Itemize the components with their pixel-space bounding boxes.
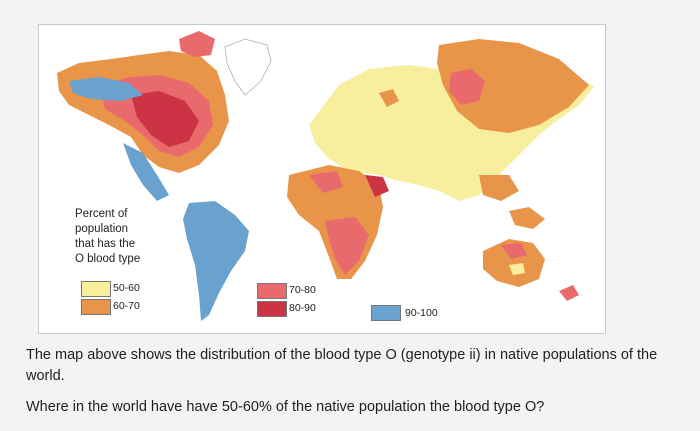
legend-title-line: Percent of (75, 208, 128, 220)
greenland-region (224, 38, 272, 96)
legend-title: Percent of population that has the O blo… (75, 207, 185, 267)
legend-swatch-70-80 (257, 283, 287, 299)
legend-title-line: that has the (75, 238, 136, 250)
north-america-region (57, 31, 229, 201)
world-map-figure: Percent of population that has the O blo… (38, 24, 606, 334)
legend-label-60-70: 60-70 (113, 300, 140, 312)
legend-swatch-50-60 (81, 281, 111, 297)
world-map (57, 31, 594, 321)
eurasia-region (309, 39, 594, 229)
legend-label-90-100: 90-100 (405, 307, 438, 319)
africa-region (287, 165, 389, 279)
australia-region (483, 239, 579, 301)
legend-label-80-90: 80-90 (289, 302, 316, 314)
south-america-region (183, 201, 249, 321)
caption-text: The map above shows the distribution of … (26, 347, 658, 384)
legend-title-line: O blood type (75, 253, 141, 265)
legend-label-70-80: 70-80 (289, 284, 316, 296)
legend-swatch-80-90 (257, 301, 287, 317)
legend-label-50-60: 50-60 (113, 282, 140, 294)
legend-title-line: population (75, 223, 129, 235)
question-text: Where in the world have have 50-60% of t… (26, 399, 545, 415)
legend-swatch-90-100 (371, 305, 401, 321)
legend-swatch-60-70 (81, 299, 111, 315)
